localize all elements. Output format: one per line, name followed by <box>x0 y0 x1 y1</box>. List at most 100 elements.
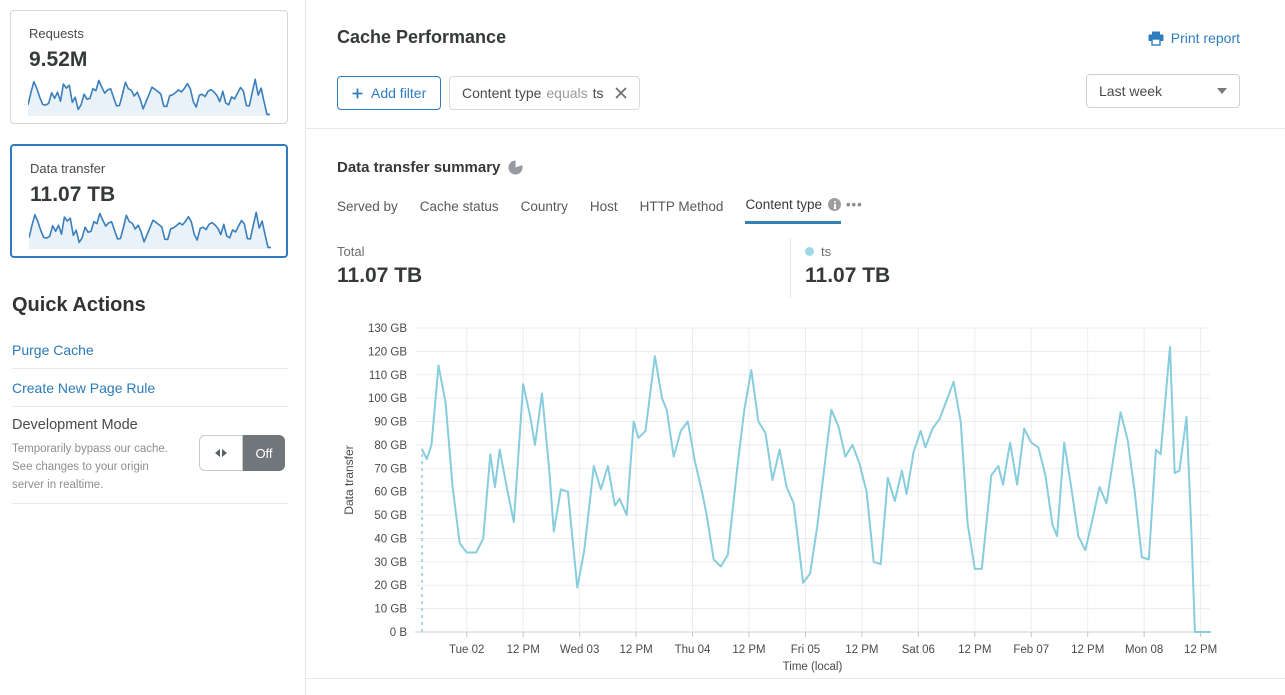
requests-card-value: 9.52M <box>29 48 88 71</box>
y-tick-label: 100 GB <box>368 393 407 405</box>
section-divider <box>306 128 1285 129</box>
x-tick-label: 12 PM <box>507 644 540 656</box>
section-divider <box>306 678 1285 679</box>
page-title: Cache Performance <box>337 27 507 47</box>
y-tick-label: 60 GB <box>374 487 407 499</box>
tab-content-type[interactable]: Content type <box>745 197 841 224</box>
y-tick-label: 10 GB <box>374 604 407 616</box>
add-filter-label: Add filter <box>371 85 427 101</box>
y-tick-label: 90 GB <box>374 417 407 429</box>
x-tick-label: Mon 08 <box>1125 644 1163 656</box>
y-tick-label: 70 GB <box>374 463 407 475</box>
filter-value: ts <box>592 85 604 101</box>
total-value: 11.07 TB <box>337 264 423 287</box>
tab-host[interactable]: Host <box>590 197 618 224</box>
sparkline-line <box>29 211 271 249</box>
tab-label: Served by <box>337 198 398 214</box>
requests-card-label: Requests <box>29 26 84 41</box>
left-arrow-icon <box>215 449 220 457</box>
y-tick-label: 0 B <box>390 627 408 639</box>
requests-sparkline <box>28 78 270 116</box>
divider <box>12 503 288 504</box>
y-tick-label: 50 GB <box>374 510 407 522</box>
y-tick-label: 120 GB <box>368 346 407 358</box>
tab-cache-status[interactable]: Cache status <box>420 197 499 224</box>
tabs-overflow-menu[interactable]: ••• <box>846 197 863 212</box>
tab-label: Content type <box>745 197 822 212</box>
right-arrow-icon <box>222 449 227 457</box>
print-report-label: Print report <box>1170 30 1240 46</box>
x-tick-label: 12 PM <box>845 644 878 656</box>
printer-icon <box>1148 31 1164 46</box>
tab-label: Host <box>589 198 618 214</box>
x-axis-title: Time (local) <box>783 661 843 673</box>
ts-legend: ts <box>805 244 831 259</box>
y-tick-label: 80 GB <box>374 440 407 452</box>
data-transfer-card-value: 11.07 TB <box>30 183 116 206</box>
y-axis-title: Data transfer <box>342 445 356 514</box>
x-tick-label: 12 PM <box>732 644 765 656</box>
toggle-handle[interactable] <box>199 435 243 471</box>
summary-title: Data transfer summary <box>337 159 501 176</box>
dev-mode-toggle[interactable]: Off <box>199 435 285 471</box>
date-range-select[interactable]: Last week <box>1086 74 1240 108</box>
requests-card[interactable]: Requests 9.52M <box>10 10 288 124</box>
date-range-value: Last week <box>1099 83 1163 99</box>
summary-tabs: Served by Cache status Country Host HTTP Met… <box>337 197 841 224</box>
x-tick-label: 12 PM <box>958 644 991 656</box>
summary-title-row: Data transfer summary <box>337 159 524 176</box>
tab-served-by[interactable]: Served by <box>337 197 398 224</box>
add-filter-button[interactable]: Add filter <box>337 76 442 110</box>
create-page-rule-link[interactable]: Create New Page Rule <box>12 380 156 396</box>
y-tick-label: 130 GB <box>368 323 407 335</box>
y-tick-label: 40 GB <box>374 533 407 545</box>
divider <box>12 406 288 407</box>
tab-label: Cache status <box>419 198 499 214</box>
total-label: Total <box>337 244 365 259</box>
ts-value: 11.07 TB <box>805 264 891 287</box>
ts-legend-label: ts <box>821 244 832 259</box>
y-tick-label: 30 GB <box>374 557 407 569</box>
sparkline-area <box>28 79 270 116</box>
chevron-down-icon <box>1217 88 1227 94</box>
quick-actions-title: Quick Actions <box>12 294 146 316</box>
y-tick-label: 110 GB <box>369 370 407 382</box>
sparkline-area <box>29 212 271 249</box>
plus-icon <box>352 88 363 98</box>
dev-mode-description: Temporarily bypass our cache. See change… <box>12 443 168 491</box>
series-line-ts <box>421 345 1211 633</box>
remove-filter-icon[interactable] <box>615 87 627 99</box>
x-tick-label: Tue 02 <box>449 644 484 656</box>
ts-legend-dot <box>805 247 814 256</box>
sparkline-line <box>28 78 270 116</box>
x-tick-label: Sat 06 <box>902 644 935 656</box>
sidebar-divider <box>305 0 306 695</box>
tab-country[interactable]: Country <box>521 197 568 224</box>
info-icon[interactable] <box>828 198 841 211</box>
data-transfer-chart[interactable]: 0 B 10 GB 20 GB 30 GB 40 GB 50 GB 60 GB 70 GB 80… <box>337 318 1242 676</box>
totals-divider <box>790 238 791 298</box>
x-tick-label: Wed 03 <box>560 644 599 656</box>
tab-http-method[interactable]: HTTP Method <box>640 197 724 224</box>
pie-chart-icon <box>508 160 524 175</box>
toggle-state-label: Off <box>243 435 285 471</box>
data-transfer-card[interactable]: Data transfer 11.07 TB <box>10 144 288 258</box>
divider <box>12 368 288 369</box>
data-transfer-card-label: Data transfer <box>30 161 106 176</box>
x-tick-label: Feb 07 <box>1013 644 1049 656</box>
print-report-button[interactable]: Print report <box>1148 30 1240 46</box>
tab-label: Country <box>520 198 568 214</box>
filter-operator: equals <box>546 85 588 101</box>
x-tick-label: 12 PM <box>1071 644 1104 656</box>
x-tick-label: 12 PM <box>1184 644 1217 656</box>
x-tick-label: Fri 05 <box>791 644 820 656</box>
filter-field: Content type <box>462 85 542 101</box>
x-tick-label: 12 PM <box>619 644 652 656</box>
purge-cache-link[interactable]: Purge Cache <box>12 342 94 358</box>
dev-mode-title: Development Mode <box>12 417 138 433</box>
x-tick-label: Thu 04 <box>675 644 711 656</box>
filter-chip[interactable]: Content type equals ts <box>449 76 640 110</box>
data-transfer-sparkline <box>29 211 271 249</box>
y-tick-label: 20 GB <box>374 580 407 592</box>
